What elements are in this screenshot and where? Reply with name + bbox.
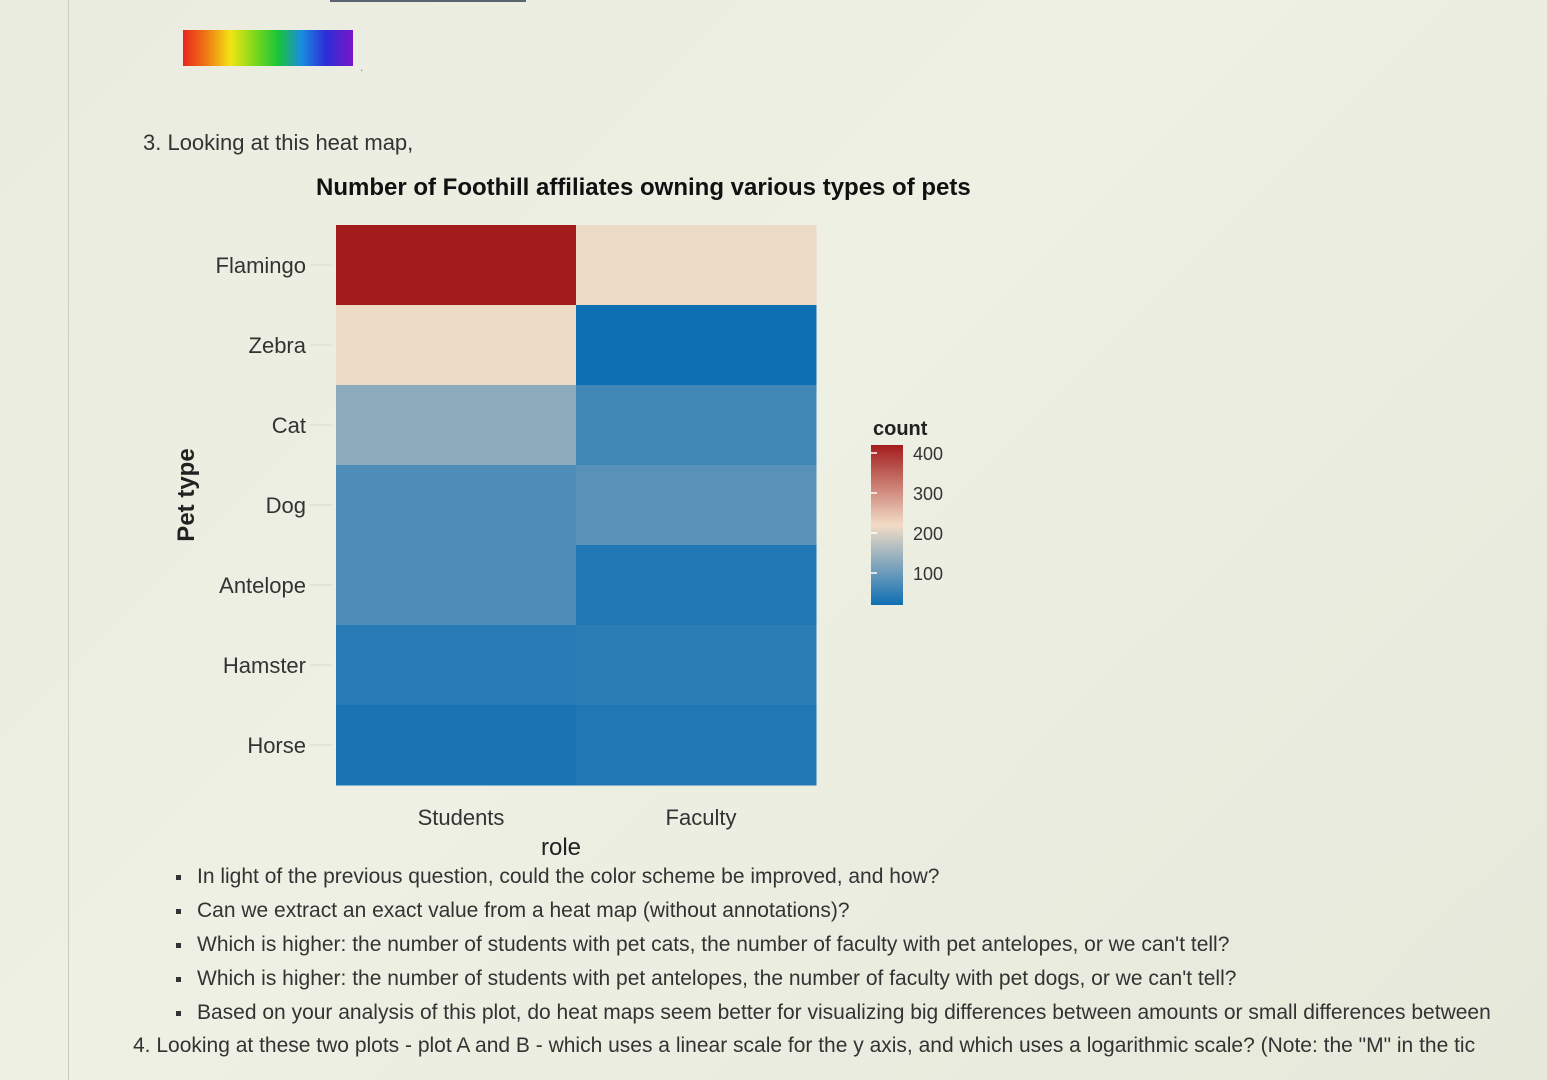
legend-tick-label: 400 xyxy=(913,444,943,464)
heatmap-cell xyxy=(336,625,577,706)
x-tick-label: Faculty xyxy=(666,805,737,830)
rainbow-colormap-image xyxy=(183,30,353,66)
heatmap-chart: Flamingo Zebra Cat Dog Antelope Hamster Horse S… xyxy=(173,225,943,855)
x-axis-title: role xyxy=(541,834,581,855)
bullet-item: In light of the previous question, could… xyxy=(170,862,1547,896)
heatmap-cell xyxy=(576,385,817,466)
question-3-text: 3. Looking at this heat map, xyxy=(143,130,414,155)
top-divider xyxy=(330,0,526,2)
bullet-item: Based on your analysis of this plot, do … xyxy=(170,998,1547,1032)
chart-title: Number of Foothill affiliates owning var… xyxy=(316,174,971,201)
y-tick-label: Zebra xyxy=(249,333,307,358)
page-border xyxy=(68,0,69,1080)
heatmap-cell xyxy=(576,465,817,546)
heatmap-cell xyxy=(576,225,817,306)
legend-tick-label: 100 xyxy=(913,564,943,584)
heatmap-cell xyxy=(576,305,817,386)
y-tick-label: Hamster xyxy=(223,653,306,678)
question-4-text: 4. Looking at these two plots - plot A a… xyxy=(133,1034,1476,1057)
heatmap-cell xyxy=(576,625,817,706)
heatmap-cell xyxy=(576,705,817,786)
legend-tick-label: 300 xyxy=(913,484,943,504)
bullet-item: Can we extract an exact value from a hea… xyxy=(170,896,1547,930)
y-tick-label: Dog xyxy=(266,493,306,518)
period-mark: . xyxy=(360,60,364,74)
legend-tick-label: 200 xyxy=(913,524,943,544)
y-tick-label: Antelope xyxy=(219,573,306,598)
heatmap-cell xyxy=(336,705,577,786)
heatmap-cell xyxy=(576,545,817,626)
bullet-item: Which is higher: the number of students … xyxy=(170,930,1547,964)
legend-title: count xyxy=(873,418,928,440)
heatmap-cell xyxy=(336,305,577,386)
question-bullet-list: In light of the previous question, could… xyxy=(170,862,1547,1032)
y-tick-label: Cat xyxy=(272,413,306,438)
y-axis-title: Pet type xyxy=(173,448,200,541)
bullet-item: Which is higher: the number of students … xyxy=(170,964,1547,998)
legend-colorbar xyxy=(871,445,903,605)
heatmap-cell xyxy=(336,385,577,466)
x-tick-label: Students xyxy=(418,805,505,830)
y-tick-label: Horse xyxy=(247,733,306,758)
heatmap-cell xyxy=(336,465,577,546)
heatmap-cell xyxy=(336,545,577,626)
heatmap-cell xyxy=(336,225,577,306)
y-tick-label: Flamingo xyxy=(216,253,306,278)
